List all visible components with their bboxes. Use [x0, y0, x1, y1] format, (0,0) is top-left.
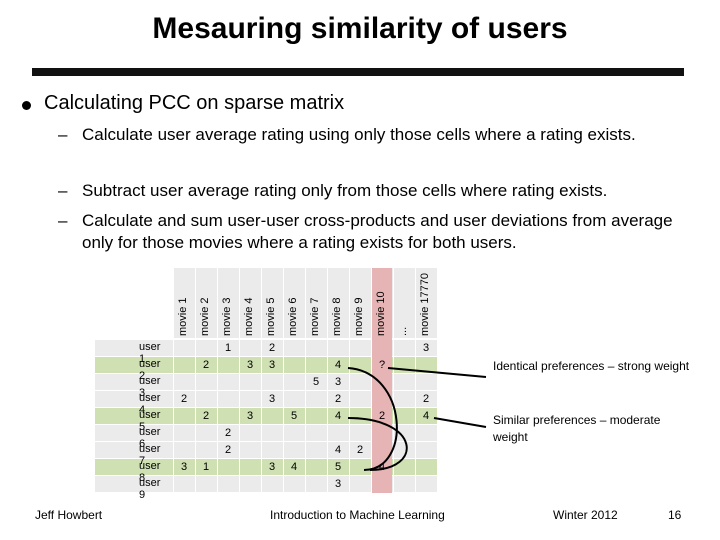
- rating-cell: ?: [378, 359, 386, 371]
- footer-author: Jeff Howbert: [35, 508, 103, 522]
- column-separator: [415, 268, 416, 493]
- rating-cell: 2: [334, 393, 342, 405]
- rating-cell: 4: [290, 461, 298, 473]
- column-separator: [217, 268, 218, 493]
- column-separator: [239, 268, 240, 493]
- main-bullet-text: Calculating PCC on sparse matrix: [44, 92, 345, 114]
- rating-cell: 2: [202, 359, 210, 371]
- rating-cell: 3: [246, 410, 254, 422]
- rating-cell: 4: [334, 410, 342, 422]
- rating-cell: 5: [290, 410, 298, 422]
- dash-icon: –: [58, 211, 68, 230]
- column-separator: [349, 268, 350, 493]
- similar-line: [433, 417, 487, 428]
- slide-title: Mesauring similarity of users: [152, 12, 568, 45]
- row-label: user 3: [139, 375, 161, 399]
- rating-cell: 2: [224, 444, 232, 456]
- column-header: movie 9: [353, 297, 365, 336]
- bullet-dot-icon: [22, 101, 31, 110]
- rating-cell: 2: [356, 444, 364, 456]
- row-label: user 4: [139, 392, 161, 416]
- column-header: movie 7: [309, 297, 321, 336]
- rating-cell: 1: [202, 461, 210, 473]
- dash-icon: –: [58, 125, 68, 144]
- column-separator: [393, 268, 394, 493]
- rating-cell: 2: [224, 427, 232, 439]
- footer-term: Winter 2012: [553, 508, 618, 522]
- rating-cell: 2: [202, 410, 210, 422]
- row-label: user 2: [139, 358, 161, 382]
- footer-course: Introduction to Machine Learning: [270, 508, 445, 522]
- rating-cell: 2: [180, 393, 188, 405]
- rating-cell: 3: [268, 393, 276, 405]
- row-label: user 5: [139, 409, 161, 433]
- rating-cell: 3: [268, 461, 276, 473]
- column-separator: [305, 268, 306, 493]
- matrix-row-bg: [95, 340, 437, 356]
- rating-cell: 3: [246, 359, 254, 371]
- rating-cell: 3: [334, 478, 342, 490]
- column-header: movie 5: [265, 297, 277, 336]
- similar-note: Similar preferences – moderate weight: [493, 413, 661, 444]
- row-label: user 6: [139, 426, 161, 450]
- sub-bullet-text: Subtract user average rating only from t…: [82, 181, 608, 200]
- rating-cell: 2: [268, 342, 276, 354]
- rating-cell: 3: [334, 376, 342, 388]
- rating-cell: 1: [224, 342, 232, 354]
- column-separator: [195, 268, 196, 493]
- rating-cell: 3: [422, 342, 430, 354]
- column-separator: [261, 268, 262, 493]
- rating-cell: 3: [180, 461, 188, 473]
- footer-page: 16: [668, 508, 682, 522]
- rating-cell: 4: [378, 461, 386, 473]
- sub-bullet-text: Calculate and sum user-user cross-produc…: [82, 211, 673, 252]
- title-underline: [32, 68, 684, 76]
- matrix-row-bg: [95, 476, 437, 492]
- row-label: user 1: [139, 341, 161, 365]
- column-header: movie 8: [331, 297, 343, 336]
- column-separator: [173, 268, 174, 493]
- column-separator: [283, 268, 284, 493]
- sub-bullet-text: Calculate user average rating using only…: [82, 125, 636, 144]
- rating-cell: 3: [268, 359, 276, 371]
- column-header: ...: [397, 326, 409, 336]
- sub-bullet-1: – Calculate user average rating using on…: [58, 124, 698, 168]
- rating-cell: 4: [334, 359, 342, 371]
- rating-cell: 4: [422, 410, 430, 422]
- row-label: user 7: [139, 443, 161, 467]
- column-header: movie 10: [375, 291, 387, 336]
- rating-cell: 4: [334, 444, 342, 456]
- column-header: movie 1: [177, 297, 189, 336]
- rating-cell: 2: [378, 410, 386, 422]
- column-header: movie 17770: [419, 273, 431, 336]
- column-separator: [327, 268, 328, 493]
- column-header: movie 6: [287, 297, 299, 336]
- row-label: user 8: [139, 460, 161, 484]
- rating-cell: 2: [422, 393, 430, 405]
- dash-icon: –: [58, 181, 68, 200]
- rating-cell: 5: [312, 376, 320, 388]
- rating-cell: 5: [334, 461, 342, 473]
- row-label: user 9: [139, 477, 161, 501]
- column-header: movie 4: [243, 297, 255, 336]
- column-header: movie 3: [221, 297, 233, 336]
- column-header: movie 2: [199, 297, 211, 336]
- identical-note: Identical preferences – strong weight: [493, 359, 690, 373]
